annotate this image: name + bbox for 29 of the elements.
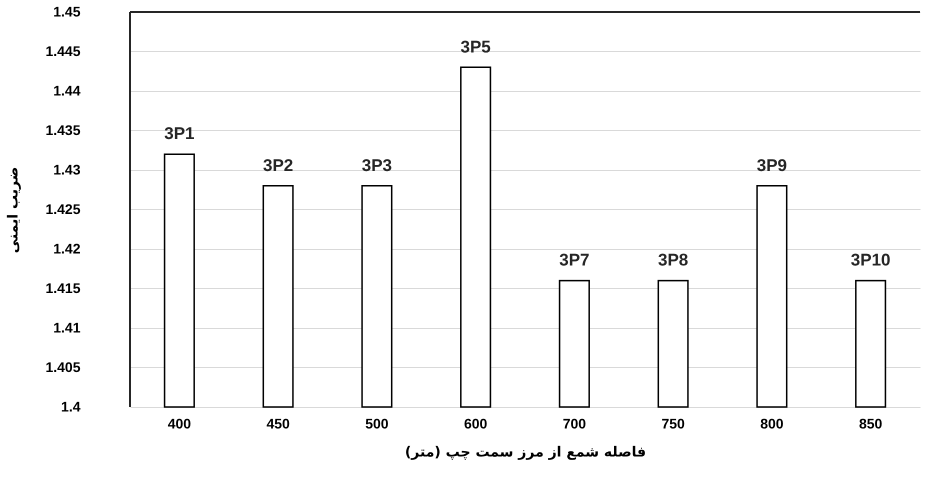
annotation: 3P5 xyxy=(460,37,491,56)
x-axis-title: فاصله شمع از مرز سمت چپ (متر) xyxy=(404,444,646,460)
y-tick-label: 1.42 xyxy=(53,240,81,256)
annotation: 3P9 xyxy=(756,156,787,175)
y-tick-label: 1.4 xyxy=(61,398,81,414)
annotation: 3P10 xyxy=(850,250,890,270)
annotation: 3P7 xyxy=(559,250,590,270)
annotation: 3P1 xyxy=(164,124,194,144)
y-tick-label: 1.415 xyxy=(45,280,81,296)
y-tick-label: 1.43 xyxy=(53,162,81,178)
x-tick-label: 600 xyxy=(464,416,488,432)
x-tick-label: 750 xyxy=(661,416,686,432)
x-tick-label: 400 xyxy=(168,416,192,432)
x-tick-label: 500 xyxy=(365,416,389,432)
x-tick-label: 850 xyxy=(858,416,883,432)
y-tick-label: 1.445 xyxy=(45,43,81,59)
y-tick-label: 1.435 xyxy=(45,122,81,138)
annotation: 3P8 xyxy=(658,250,688,270)
x-tick-label: 700 xyxy=(562,416,586,432)
y-tick-label: 1.405 xyxy=(45,359,81,375)
y-axis-title: ضریب ایمنی xyxy=(5,166,22,254)
y-tick-label: 1.425 xyxy=(45,201,81,217)
y-tick-label: 1.45 xyxy=(53,4,81,20)
annotation: 3P3 xyxy=(362,156,392,175)
y-tick-label: 1.41 xyxy=(53,320,81,336)
annotation: 3P2 xyxy=(263,156,294,175)
x-tick-label: 800 xyxy=(760,416,784,432)
y-tick-label: 1.44 xyxy=(53,82,81,98)
x-tick-label: 450 xyxy=(266,416,290,432)
